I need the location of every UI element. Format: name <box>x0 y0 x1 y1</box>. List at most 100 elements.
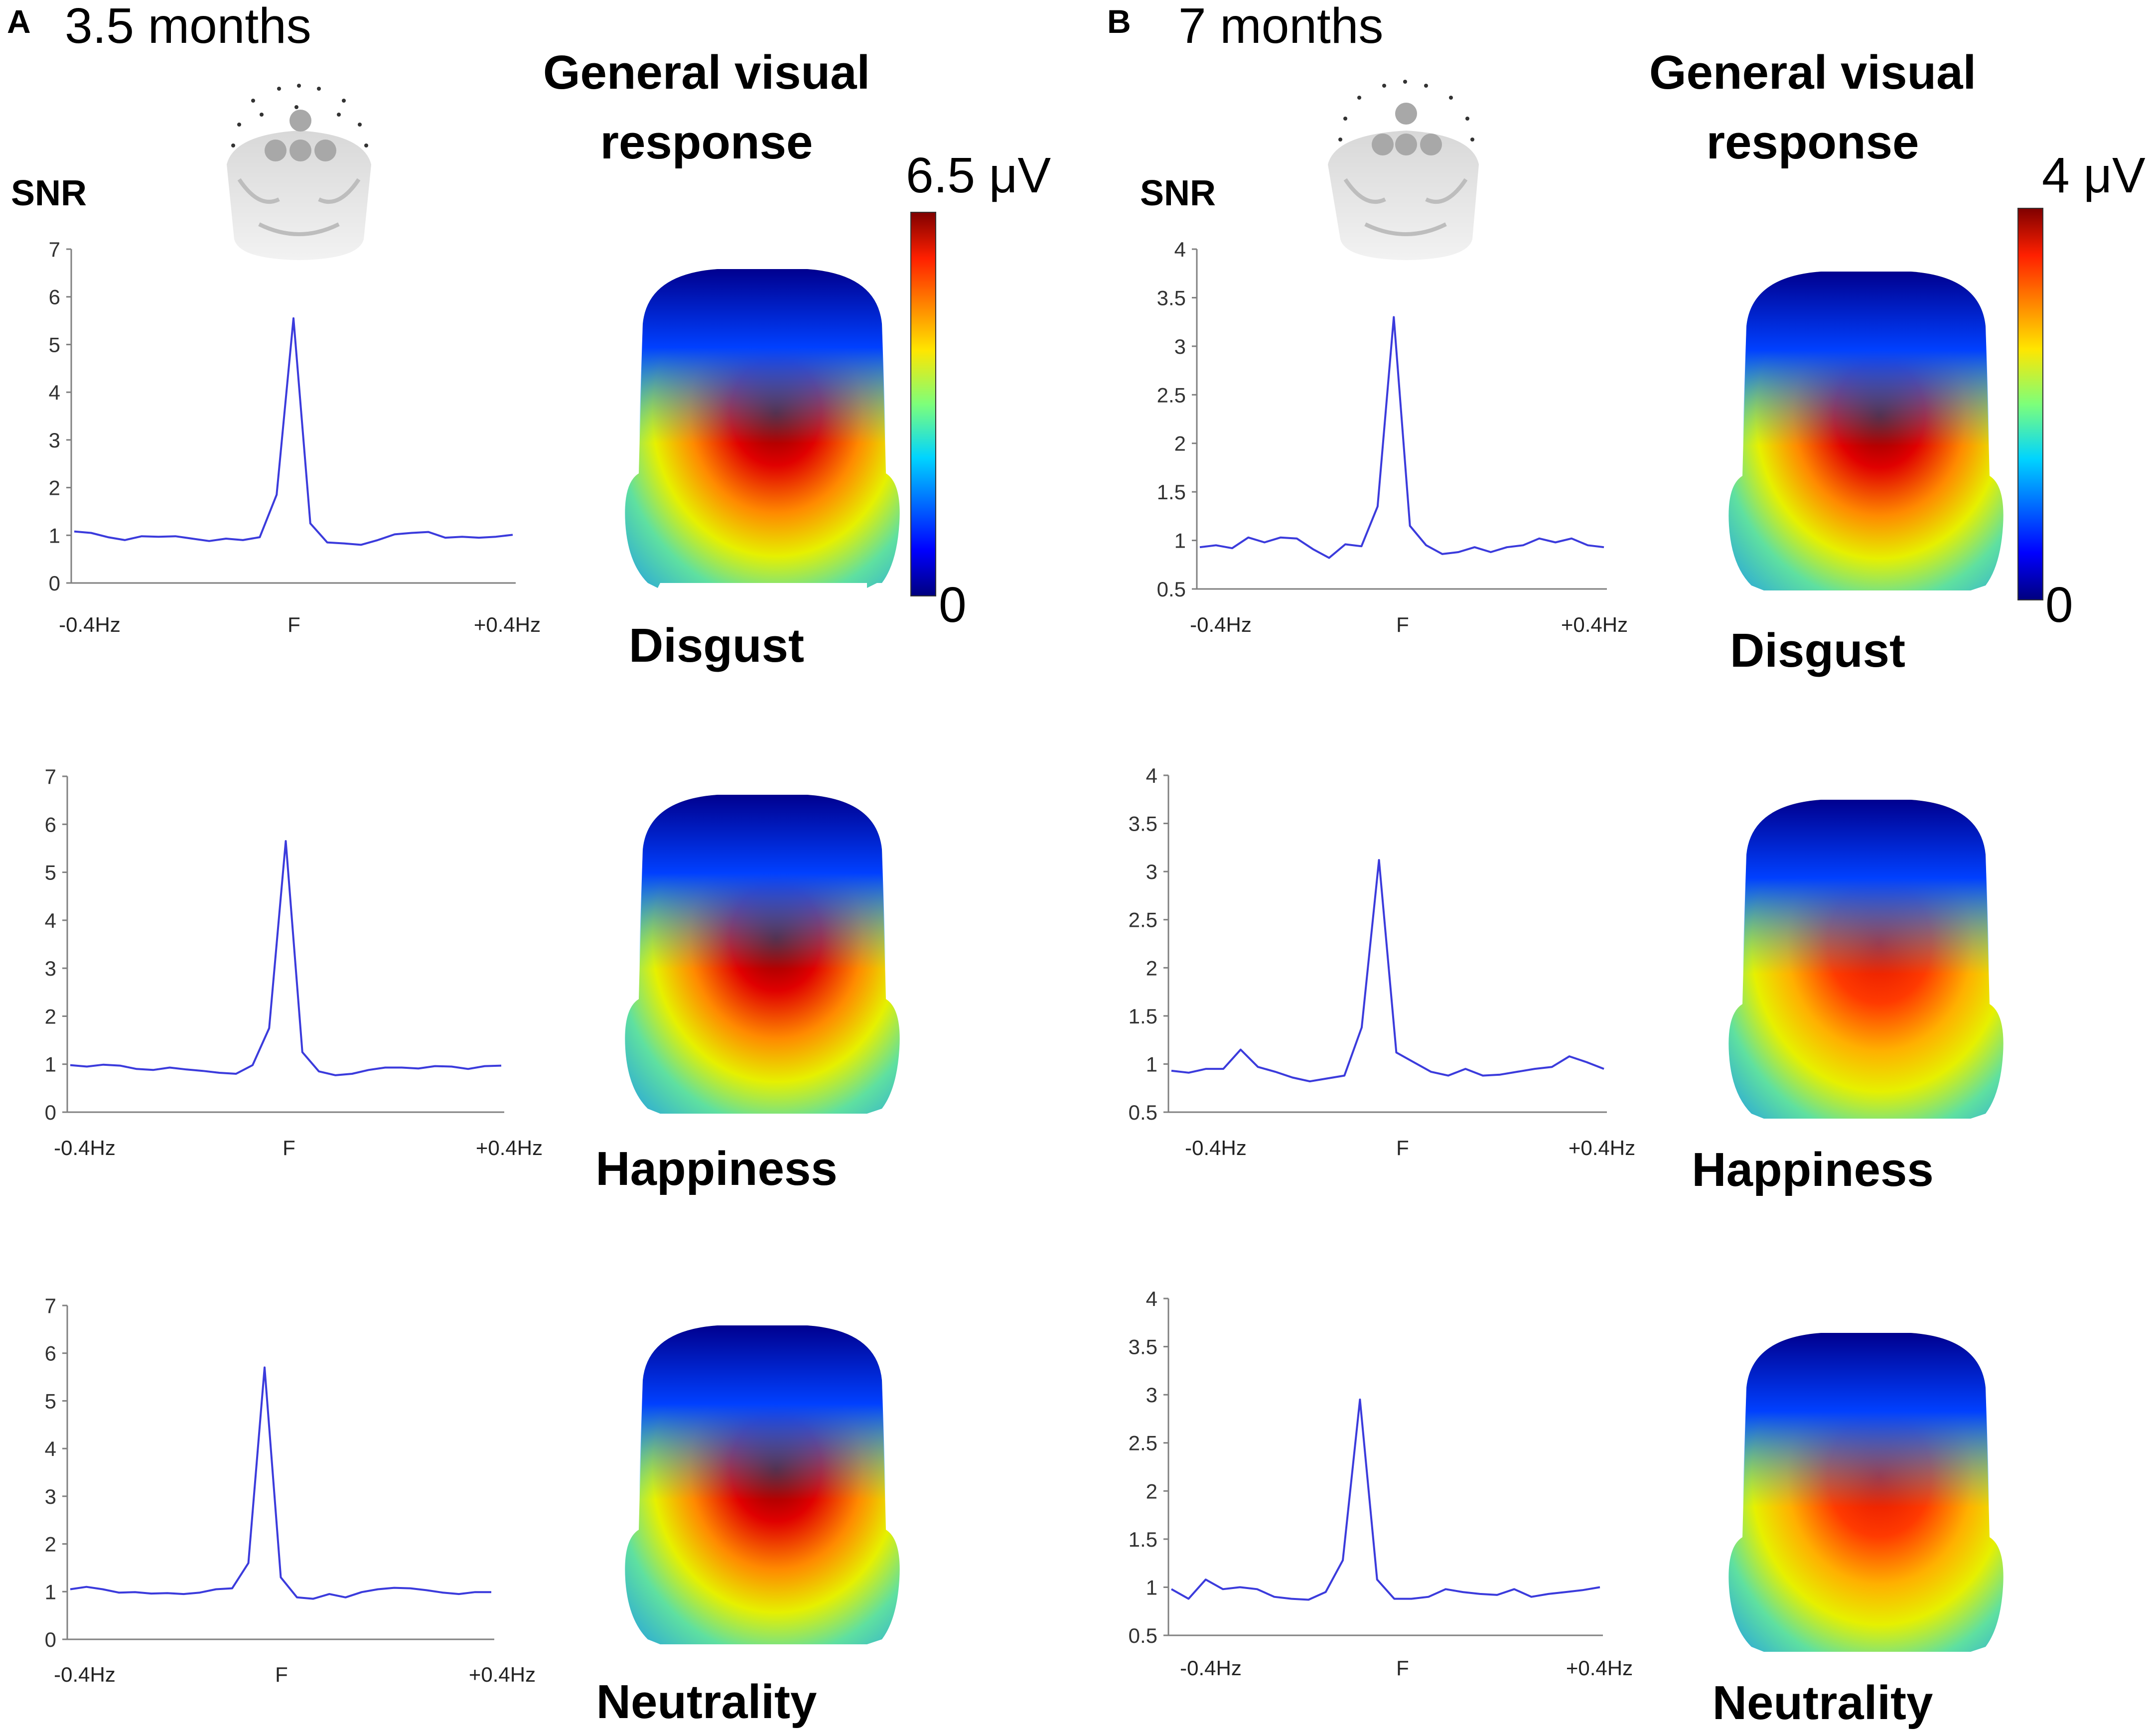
y-tick-label: 6 <box>49 286 60 309</box>
snr-line <box>1171 859 1604 1083</box>
x-tick-label: -0.4Hz <box>1185 1136 1247 1159</box>
x-tick-label: F <box>1396 613 1409 636</box>
y-tick-label: 1.5 <box>1157 480 1186 504</box>
y-tick-label: 2 <box>1146 956 1157 980</box>
snr-chart: 0 1 2 3 4 5 6 7 -0.4Hz F +0.4Hz <box>45 765 543 1159</box>
condition-label: Happiness <box>595 1142 837 1195</box>
y-tick-label: 7 <box>45 765 56 788</box>
x-tick-label: +0.4Hz <box>476 1136 543 1159</box>
condition-label: Disgust <box>1730 624 1905 677</box>
electrode-dot <box>1372 134 1394 155</box>
y-tick-label: 4 <box>45 909 56 932</box>
colorbar-gradient <box>910 212 936 596</box>
snr-chart: 0.5 1 1.5 2 2.5 3 3.5 4 -0.4Hz F +0.4Hz <box>1129 764 1636 1159</box>
x-tick-label: F <box>1396 1656 1409 1680</box>
snr-chart: 0 1 2 3 4 5 6 7 -0.4Hz F +0.4Hz <box>49 238 541 636</box>
electrode-dot <box>1395 103 1417 125</box>
colorbar-min: 0 <box>939 577 967 633</box>
x-tick-label: -0.4Hz <box>1190 613 1252 636</box>
x-tick-label: F <box>287 613 300 636</box>
topomap-head <box>625 1325 900 1644</box>
x-tick-label: F <box>283 1136 295 1159</box>
snr-line <box>70 840 502 1076</box>
x-tick-label: -0.4Hz <box>59 613 121 636</box>
y-tick-label: 3.5 <box>1157 286 1186 309</box>
topomap-head <box>625 795 900 1114</box>
electrode-dot <box>314 140 336 161</box>
topo-title-line2: response <box>1707 116 1919 169</box>
topo-title-line1: General visual <box>1649 46 1976 99</box>
y-tick-label: 1 <box>1146 1576 1157 1599</box>
colorbar-max: 4 μV <box>2042 147 2146 203</box>
y-tick-label: 3.5 <box>1129 812 1157 836</box>
topomap-head <box>1728 1333 2004 1652</box>
snr-label: SNR <box>1140 173 1216 213</box>
y-tick-label: 5 <box>45 861 56 884</box>
x-tick-label: +0.4Hz <box>1566 1656 1633 1680</box>
y-tick-label: 3 <box>1146 1383 1157 1407</box>
topo-title-line2: response <box>600 116 813 169</box>
x-tick-label: +0.4Hz <box>1561 613 1628 636</box>
y-tick-label: 3 <box>1146 860 1157 883</box>
y-tick-label: 4 <box>1146 764 1157 787</box>
topomap-head <box>1728 800 2004 1119</box>
snr-chart: 0.5 1 1.5 2 2.5 3 3.5 4 -0.4Hz F +0.4Hz <box>1129 1287 1633 1680</box>
electrode-diagram <box>1328 80 1479 260</box>
condition-label: Neutrality <box>596 1675 817 1729</box>
colorbar-min: 0 <box>2045 577 2073 633</box>
y-tick-label: 7 <box>45 1294 56 1317</box>
y-tick-label: 1 <box>45 1053 56 1076</box>
y-tick-label: 1 <box>49 524 60 547</box>
electrode-dot <box>1420 134 1442 155</box>
y-tick-label: 6 <box>45 1342 56 1365</box>
snr-charts: 0 1 2 3 4 5 6 7 -0.4Hz F +0.4Hz 0 1 2 3 4 5 6 7 -0.4Hz F +0.4… <box>45 238 1635 1686</box>
y-tick-label: 1 <box>1174 529 1186 553</box>
electrode-diagram <box>227 84 371 260</box>
y-tick-label: 5 <box>49 333 60 356</box>
y-tick-label: 3 <box>49 429 60 452</box>
y-tick-label: 5 <box>45 1389 56 1413</box>
y-tick-label: 2.5 <box>1129 908 1157 932</box>
y-tick-label: 2 <box>49 476 60 500</box>
condition-label: Disgust <box>629 619 804 672</box>
y-tick-label: 0.5 <box>1157 578 1186 601</box>
age-label: 7 months <box>1178 0 1383 54</box>
y-tick-label: 2 <box>1174 432 1186 455</box>
snr-label: SNR <box>11 173 87 213</box>
x-tick-label: +0.4Hz <box>1569 1136 1635 1159</box>
snr-line <box>1171 1398 1600 1601</box>
y-tick-label: 1.5 <box>1129 1005 1157 1028</box>
y-tick-label: 3.5 <box>1129 1335 1157 1359</box>
topomap-head <box>1728 272 2004 590</box>
y-tick-label: 4 <box>1174 238 1186 261</box>
x-tick-label: +0.4Hz <box>474 613 541 636</box>
panel-a: A 3.5 months General visual response SNR… <box>7 0 1051 1729</box>
y-tick-label: 2 <box>1146 1479 1157 1503</box>
y-tick-label: 0.5 <box>1129 1624 1157 1647</box>
x-tick-label: -0.4Hz <box>54 1663 116 1686</box>
colorbar-gradient <box>2017 208 2043 600</box>
y-tick-label: 0 <box>49 572 60 595</box>
x-tick-label: F <box>1396 1136 1409 1159</box>
y-tick-label: 3 <box>45 957 56 980</box>
electrode-dot <box>265 140 287 161</box>
y-tick-label: 1 <box>1146 1052 1157 1076</box>
y-tick-label: 2.5 <box>1129 1432 1157 1455</box>
y-tick-label: 3 <box>1174 335 1186 358</box>
y-tick-label: 7 <box>49 238 60 261</box>
snr-chart: 0 1 2 3 4 5 6 7 -0.4Hz F +0.4Hz <box>45 1294 536 1686</box>
condition-label: Neutrality <box>1713 1676 1933 1730</box>
y-tick-label: 4 <box>45 1437 56 1460</box>
topomap-head <box>625 269 900 588</box>
panel-letter: A <box>7 3 31 40</box>
y-tick-label: 2 <box>45 1533 56 1556</box>
y-tick-label: 0 <box>45 1628 56 1651</box>
snr-chart: 0.5 1 1.5 2 2.5 3 3.5 4 -0.4Hz F +0.4Hz <box>1157 238 1628 636</box>
topo-title-line1: General visual <box>543 46 870 99</box>
y-tick-label: 0 <box>45 1101 56 1124</box>
x-tick-label: F <box>275 1663 288 1686</box>
condition-label: Happiness <box>1692 1143 1933 1196</box>
y-tick-label: 2 <box>45 1005 56 1028</box>
age-label: 3.5 months <box>65 0 311 54</box>
colorbar-a: 6.5 μV 0 <box>906 147 1051 633</box>
